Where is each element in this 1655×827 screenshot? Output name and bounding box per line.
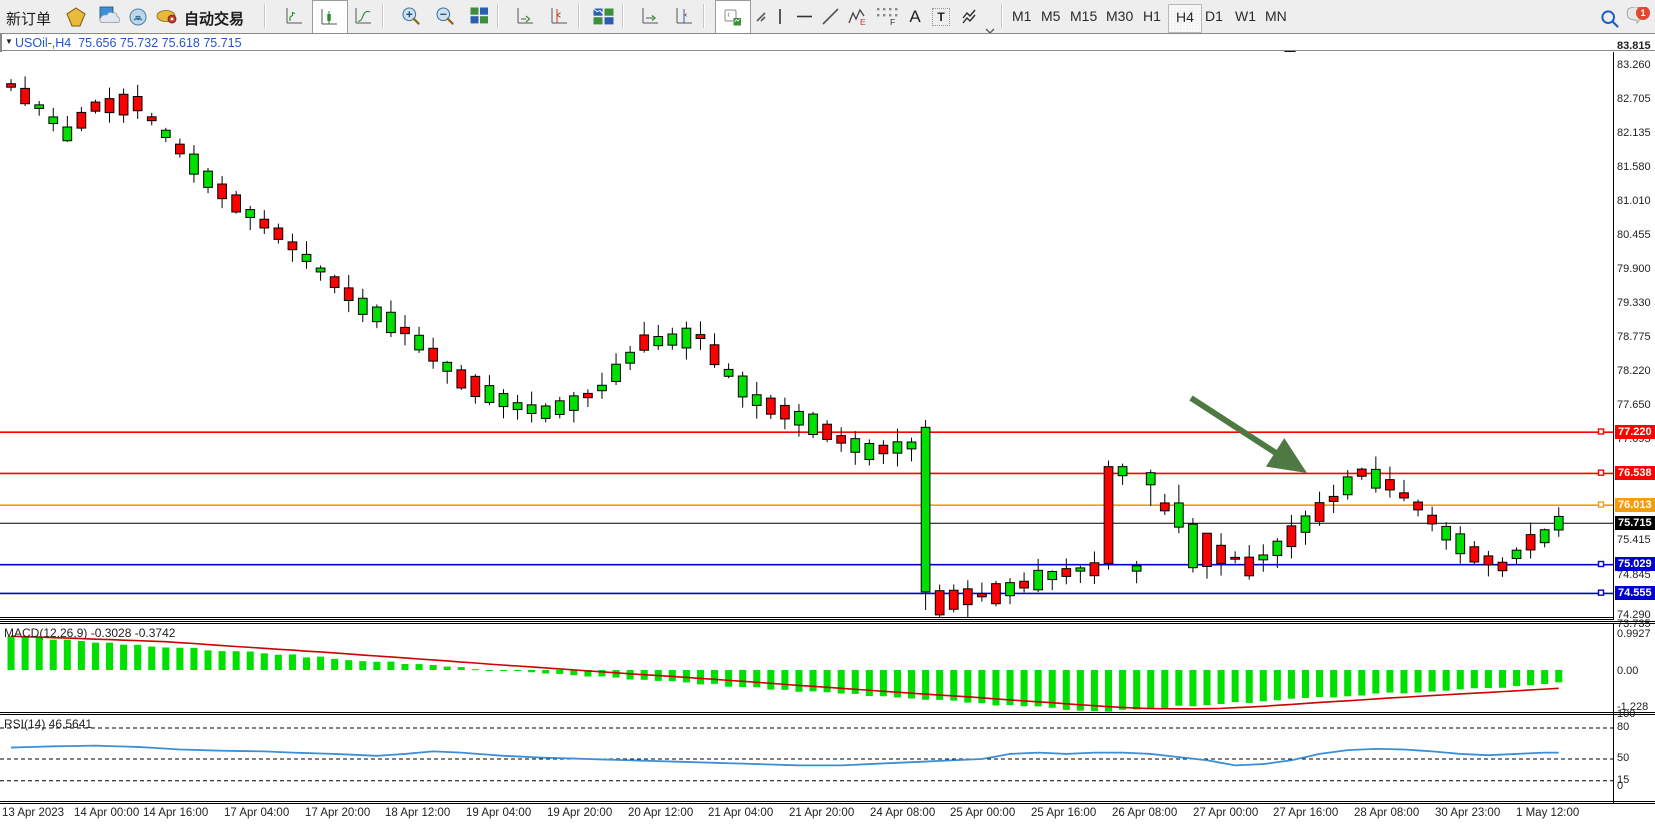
svg-text:E: E	[860, 17, 866, 26]
svg-text:1: 1	[1640, 8, 1645, 18]
svg-text:F: F	[890, 17, 895, 25]
